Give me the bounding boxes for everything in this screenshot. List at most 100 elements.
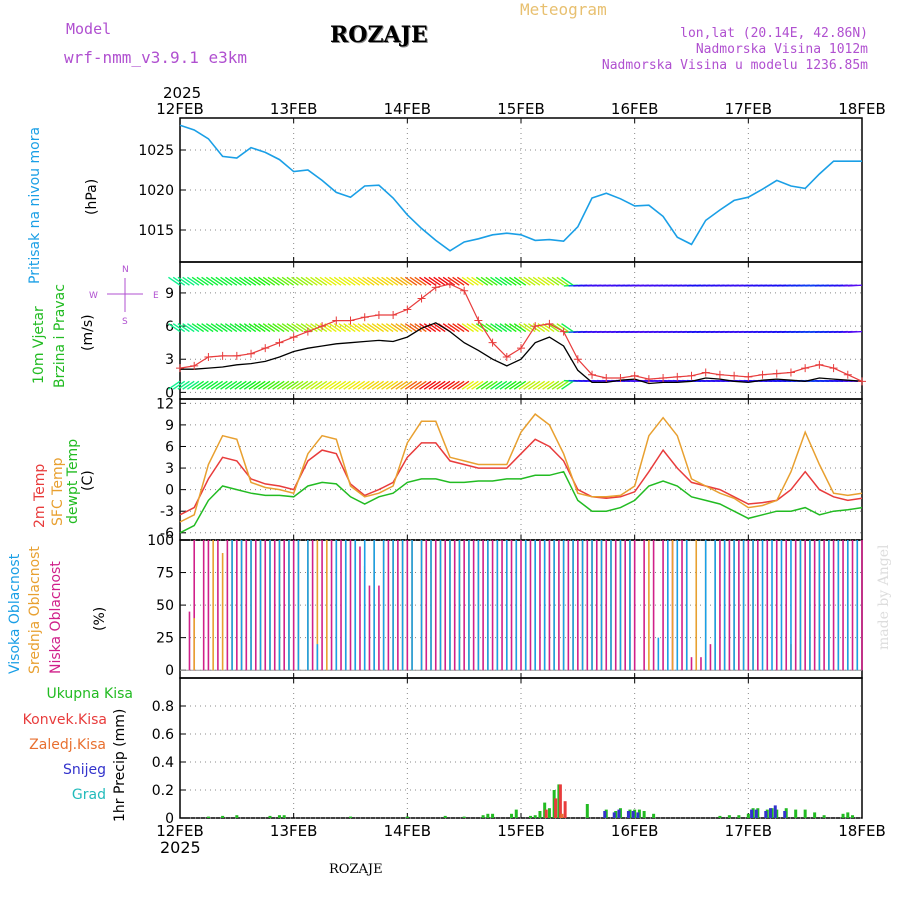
x-tick-label-bottom: 13FEB bbox=[270, 822, 317, 840]
wind-barb bbox=[509, 276, 522, 286]
wind-barb bbox=[518, 276, 531, 286]
wind-gust-marker bbox=[843, 370, 852, 379]
wind-barb bbox=[262, 323, 276, 333]
x-tick-label-bottom: 15FEB bbox=[497, 822, 544, 840]
y-tick-label: 9 bbox=[165, 418, 174, 434]
wind-barb bbox=[390, 380, 403, 390]
x-tick-label-top: 14FEB bbox=[384, 100, 431, 118]
wind-barb bbox=[461, 276, 475, 286]
wind-barb bbox=[172, 323, 186, 333]
wind-barb bbox=[191, 276, 205, 286]
wind-barb bbox=[385, 323, 399, 333]
wind-barb bbox=[409, 323, 422, 333]
precip-bar bbox=[481, 815, 485, 818]
wind-barb bbox=[295, 323, 309, 333]
wind-barb bbox=[177, 380, 190, 390]
wind-barb bbox=[305, 323, 318, 333]
wind-barb bbox=[253, 323, 266, 333]
wind-barb bbox=[196, 323, 209, 333]
wind-gust-marker bbox=[389, 311, 398, 320]
precip-bar bbox=[533, 815, 537, 818]
wind-gust-marker bbox=[744, 372, 753, 381]
precip-bar bbox=[617, 809, 621, 818]
wind-barb bbox=[395, 323, 408, 333]
wind-barb bbox=[480, 380, 493, 390]
wind-barb bbox=[471, 380, 484, 390]
wind-barb bbox=[556, 380, 569, 390]
wind-barb bbox=[276, 323, 290, 333]
wind-gust-marker bbox=[858, 377, 866, 386]
wind-barb bbox=[381, 380, 394, 390]
wind-barb bbox=[243, 380, 257, 390]
wind-speed-line bbox=[180, 322, 863, 385]
wind-barb bbox=[196, 380, 209, 390]
wind-barb bbox=[362, 276, 375, 286]
compass-n: N bbox=[122, 265, 129, 275]
wind-gust-marker bbox=[815, 360, 824, 369]
wind-gust-marker bbox=[460, 286, 469, 295]
wind-barb bbox=[343, 323, 356, 333]
wind-barb bbox=[485, 323, 498, 333]
wind-barb bbox=[324, 380, 337, 390]
wind-barb bbox=[433, 380, 446, 390]
wind-barb bbox=[433, 323, 446, 333]
compass-e: E bbox=[153, 291, 159, 301]
wind-gust-marker bbox=[332, 316, 341, 325]
precip-legend-snow: Snijeg bbox=[62, 762, 106, 778]
precip-bar bbox=[405, 816, 409, 818]
wind-barb bbox=[338, 276, 351, 286]
precip-bar bbox=[282, 815, 286, 818]
wind-barb bbox=[182, 323, 195, 333]
precip-bar bbox=[750, 809, 754, 818]
wind-barb bbox=[442, 323, 456, 333]
wind-barb bbox=[480, 276, 493, 286]
wind-barb bbox=[191, 380, 205, 390]
precip-legend-conv: Konvek.Kisa bbox=[22, 712, 107, 728]
precip-bar bbox=[718, 815, 722, 818]
x-tick-label-top: 17FEB bbox=[725, 100, 772, 118]
wind-barb bbox=[295, 380, 309, 390]
precip-bar bbox=[528, 815, 532, 818]
wind-barb bbox=[258, 380, 271, 390]
wind-gust-marker bbox=[517, 344, 525, 353]
wind-barb bbox=[201, 276, 214, 286]
wind-barb bbox=[272, 323, 285, 333]
precip-bar bbox=[221, 815, 225, 818]
wind-barb bbox=[537, 380, 550, 390]
wind-barb bbox=[371, 276, 385, 286]
wind-barb bbox=[404, 380, 418, 390]
wind-barb bbox=[419, 323, 432, 333]
wind-barb bbox=[168, 323, 181, 333]
x-tick-label-top: 16FEB bbox=[611, 100, 658, 118]
start-year-top: 2025 bbox=[163, 84, 202, 102]
x-tick-label-bottom: 17FEB bbox=[725, 822, 772, 840]
wind-gust-marker bbox=[659, 374, 668, 383]
wind-barb bbox=[357, 323, 370, 333]
x-tick-label-top: 15FEB bbox=[497, 100, 544, 118]
wind-barb bbox=[466, 276, 479, 286]
wind-barb bbox=[177, 323, 190, 333]
wind-barb bbox=[310, 276, 323, 286]
wind-gust-marker bbox=[488, 338, 497, 347]
precip-bar bbox=[769, 808, 773, 818]
wind-barb bbox=[329, 323, 342, 333]
precip-bar bbox=[737, 815, 741, 818]
wind-barb bbox=[291, 380, 304, 390]
wind-barb bbox=[186, 380, 200, 390]
wind-barb bbox=[504, 323, 517, 333]
wind-barb bbox=[276, 380, 290, 390]
wind-barb bbox=[220, 323, 233, 333]
wind-barb bbox=[286, 323, 299, 333]
precip-bar bbox=[626, 811, 630, 818]
wind-barb bbox=[447, 323, 460, 333]
precip-bar bbox=[773, 805, 777, 818]
wind-barb bbox=[366, 276, 380, 286]
wind-barb bbox=[319, 276, 332, 286]
wind-barb bbox=[376, 380, 389, 390]
compass-s: S bbox=[122, 317, 128, 327]
wind-barb bbox=[390, 276, 403, 286]
precip-bar bbox=[841, 813, 845, 818]
wind-barb bbox=[314, 276, 328, 286]
precip-bar bbox=[636, 812, 640, 818]
wind-barb bbox=[400, 276, 413, 286]
